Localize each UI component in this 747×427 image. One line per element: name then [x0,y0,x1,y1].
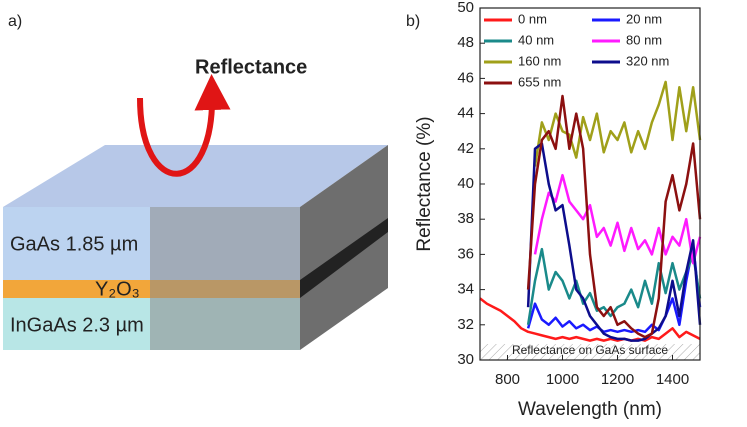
legend-label: 80 nm [626,32,662,47]
series-line [526,94,702,339]
y-tick-label: 30 [457,351,474,368]
panel-a: a) GaAs 1.85 µm Y₂O₃ InGaAs 2.3 µm Refle… [3,13,388,350]
layer-label: GaAs 1.85 µm [10,233,138,255]
x-axis-title: Wavelength (nm) [518,399,662,420]
series-line [526,247,702,325]
annotation: Reflectance on GaAs surface [512,343,668,357]
y-tick-label: 48 [457,34,474,51]
chart: Reflectance on GaAs surface 30 32 34 36 38 40 4… [414,0,702,420]
legend-label: 655 nm [518,74,561,89]
arrow-label: Reflectance [195,56,307,78]
y-tick-label: 40 [457,175,474,192]
legend-label: 320 nm [626,53,669,68]
layer-label: Y₂O₃ [95,278,140,300]
y-axis-title: Reflectance (%) [414,116,435,251]
block-shade [150,207,300,350]
y-tick-label: 32 [457,316,474,333]
panel-label: b) [406,13,420,30]
y-tick-label: 38 [457,210,474,227]
y-tick-label: 42 [457,140,474,157]
side-strip [300,218,388,298]
legend-label: 0 nm [518,11,547,26]
y-tick-label: 46 [457,69,474,86]
y-tick-label: 36 [457,245,474,262]
x-tick-label: 1200 [601,371,634,388]
y-tick-label: 34 [457,281,474,298]
annotation-band [480,344,700,360]
block-top [3,145,388,207]
y-tick-label: 44 [457,105,474,122]
y-tick-label: 50 [457,0,474,16]
legend-label: 160 nm [518,53,561,68]
series-line [479,297,701,342]
legend-label: 40 nm [518,32,554,47]
x-tick-label: 1400 [656,371,689,388]
block-side [300,145,388,350]
layer-label: InGaAs 2.3 µm [10,314,144,336]
reflect-arrow [137,74,231,177]
legend-label: 20 nm [626,11,662,26]
x-tick-label: 1000 [546,371,579,388]
series-line [533,173,702,265]
series-line [533,80,702,167]
panel-label: a) [8,13,22,30]
series-line [526,142,702,342]
x-tick-label: 800 [495,371,520,388]
series-line [526,244,702,334]
